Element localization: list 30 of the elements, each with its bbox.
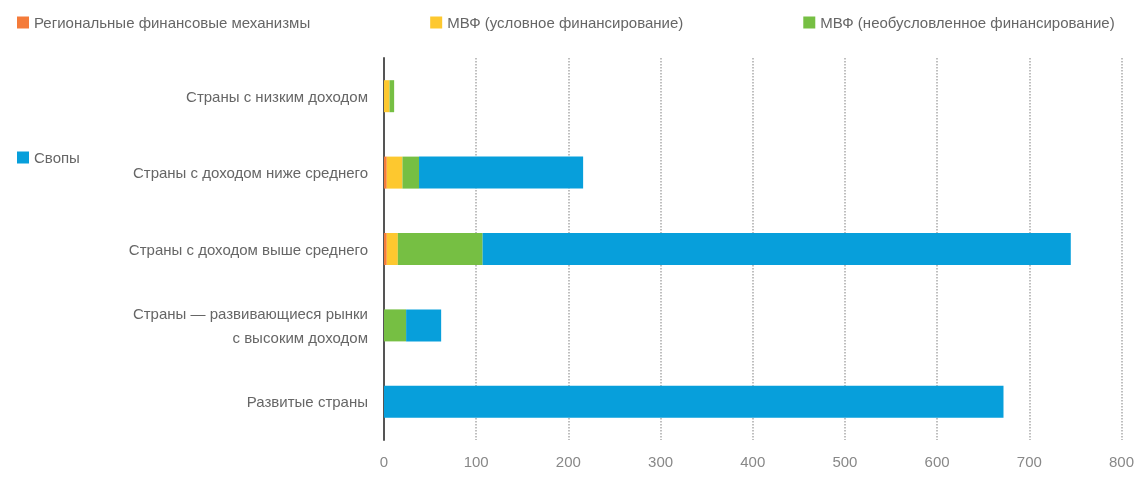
bar [419, 156, 584, 189]
bar [384, 80, 390, 113]
x-tick-label: 600 [924, 453, 950, 470]
y-tick-label: Страны с доходом ниже среднего [132, 164, 368, 182]
legend-label: МВФ (условное финансирование) [447, 14, 684, 31]
bar [384, 156, 387, 189]
legend-label: МВФ (необусловленное финансирование) [820, 14, 1115, 31]
y-tick-label: Страны — развивающиеся рынки с высоким доходом [132, 304, 368, 346]
y-tick-label: Развитые страны [246, 393, 368, 411]
bar [482, 233, 1071, 265]
bar [386, 233, 398, 265]
x-tick-label: 400 [740, 453, 766, 470]
bar [397, 233, 483, 265]
legend-label: Региональные финансовые механизмы [34, 14, 311, 31]
bar [402, 156, 420, 189]
bar [384, 385, 1004, 418]
bar [384, 233, 387, 265]
y-tick-label: Страны с доходом выше среднего [128, 240, 368, 258]
x-tick-label: 200 [555, 453, 581, 470]
bar [384, 309, 407, 342]
x-tick-label: 300 [648, 453, 674, 470]
y-tick-label: Страны с низким доходом [186, 87, 368, 105]
bar [386, 156, 403, 189]
x-tick-label: 700 [1016, 453, 1042, 470]
x-tick-label: 100 [463, 453, 489, 470]
x-tick-label: 800 [1108, 453, 1134, 470]
x-tick-label: 500 [832, 453, 858, 470]
x-tick-label: 0 [379, 453, 389, 470]
legend-label: Свопы [34, 149, 80, 166]
bar [406, 309, 442, 342]
